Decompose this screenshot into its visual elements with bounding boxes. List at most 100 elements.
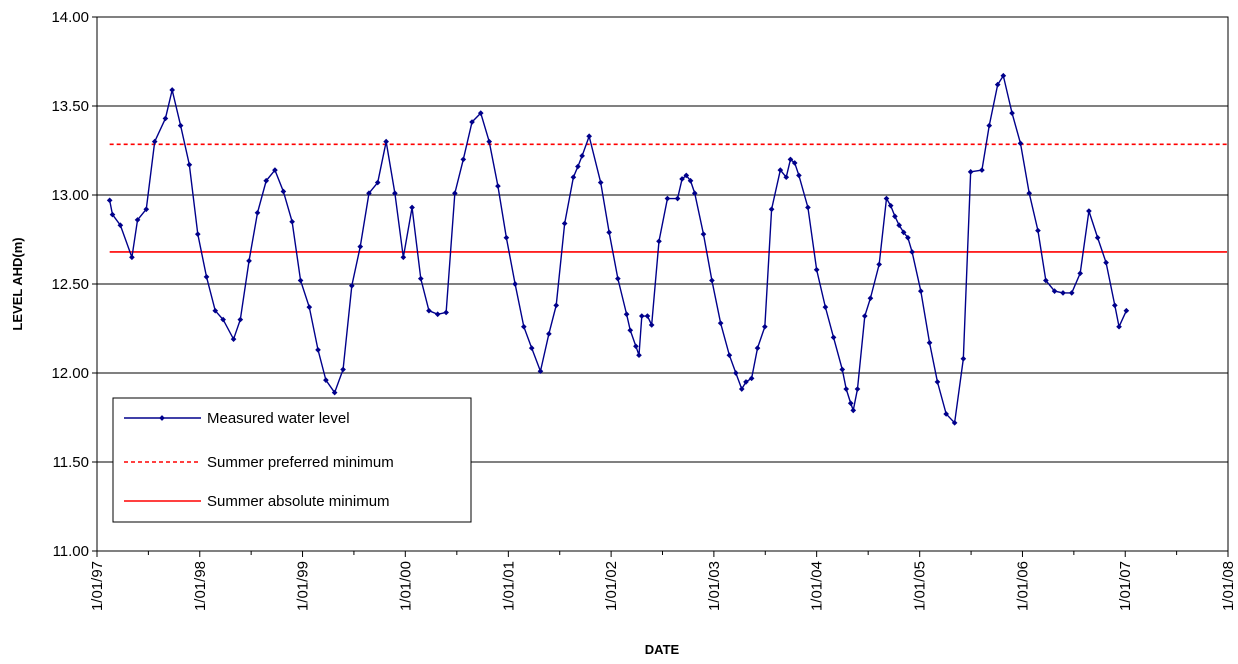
data-point-marker (194, 231, 201, 237)
x-tick-label: 1/01/01 (500, 561, 517, 611)
data-point-marker (254, 209, 261, 216)
data-point-marker (909, 249, 915, 255)
data-point-marker (280, 188, 287, 195)
legend-summer-preferred-minimum-label: Summer preferred minimum (207, 454, 394, 471)
series-layer (106, 72, 1130, 426)
measured-water-level-line (108, 73, 1127, 425)
x-tick-label: 1/01/04 (809, 561, 826, 611)
data-point-marker (1094, 234, 1101, 241)
data-point-marker (709, 277, 715, 284)
y-tick-label: 11.50 (53, 454, 89, 471)
data-point-marker (777, 167, 784, 173)
data-point-marker (460, 156, 467, 163)
data-point-marker (679, 176, 685, 182)
data-point-marker (691, 190, 698, 197)
data-point-marker (717, 320, 724, 326)
y-axis-title: LEVEL AHD(m) (10, 237, 25, 330)
data-point-marker (656, 238, 662, 245)
data-point-marker (162, 115, 169, 122)
x-tick-label: 1/01/97 (89, 561, 106, 611)
y-tick-label: 13.00 (51, 187, 89, 204)
data-point-marker (805, 204, 811, 211)
axis-layer: 11.00 11.50 12.00 12.50 13.00 13.50 14.00 1/01/… (51, 9, 1237, 611)
data-point-marker (537, 368, 544, 375)
data-point-marker (528, 345, 535, 351)
x-tick-label: 1/01/05 (912, 561, 929, 611)
data-point-marker (1060, 290, 1066, 296)
x-axis-title: DATE (645, 642, 680, 657)
x-tick-label: 1/01/03 (706, 561, 723, 611)
data-point-marker (850, 407, 857, 414)
data-point-marker (443, 309, 449, 316)
data-point-marker (409, 204, 415, 211)
data-point-marker (700, 231, 707, 237)
data-point-marker (129, 254, 135, 261)
data-point-marker (839, 366, 846, 373)
data-point-marker (357, 243, 364, 250)
data-point-marker (400, 254, 407, 261)
data-point-marker (315, 347, 321, 353)
data-point-marker (892, 213, 898, 220)
data-point-marker (1086, 208, 1092, 214)
data-point-marker (417, 275, 424, 282)
data-point-marker (186, 161, 193, 168)
data-point-marker (1035, 227, 1041, 234)
data-point-marker (512, 281, 518, 287)
data-point-marker (348, 282, 355, 289)
data-point-marker (943, 411, 949, 417)
data-point-marker (1017, 140, 1024, 147)
data-point-marker (1077, 270, 1084, 277)
y-tick-label: 11.00 (53, 543, 89, 560)
data-point-marker (1068, 290, 1075, 296)
y-tick-label: 13.50 (51, 98, 89, 115)
data-point-marker (477, 110, 484, 116)
x-tick-label: 1/01/00 (397, 561, 414, 611)
data-point-marker (246, 258, 252, 264)
data-point-marker (726, 352, 733, 359)
data-point-marker (586, 133, 592, 140)
data-point-marker (263, 177, 270, 184)
data-point-marker (967, 169, 974, 175)
data-point-marker (883, 195, 890, 202)
data-point-marker (383, 138, 389, 145)
data-point-marker (1043, 277, 1049, 284)
data-point-marker (867, 295, 874, 302)
data-point-marker (768, 206, 775, 213)
data-point-marker (664, 195, 671, 202)
data-point-marker (900, 229, 907, 236)
data-point-marker (553, 302, 560, 309)
data-point-marker (787, 156, 794, 163)
data-point-marker (597, 179, 604, 186)
legend-measured-water-level-marker (159, 415, 165, 421)
x-tick-label: 1/01/07 (1117, 561, 1134, 611)
data-point-marker (813, 266, 820, 273)
data-point-marker (754, 345, 761, 351)
data-point-marker (1000, 72, 1007, 79)
x-tick-label: 1/01/02 (603, 561, 620, 611)
data-point-marker (143, 206, 150, 213)
data-point-marker (289, 218, 295, 225)
data-point-marker (733, 370, 739, 376)
data-point-marker (452, 190, 458, 197)
data-point-marker (237, 316, 244, 323)
data-point-marker (926, 339, 933, 346)
data-point-marker (674, 195, 681, 202)
data-point-marker (392, 190, 398, 197)
legend-summer-absolute-minimum-label: Summer absolute minimum (207, 493, 390, 510)
data-point-marker (854, 386, 861, 392)
data-point-marker (683, 172, 690, 179)
data-point-marker (934, 379, 941, 385)
data-point-marker (905, 234, 911, 241)
y-tick-label: 12.00 (51, 365, 89, 382)
data-point-marker (366, 190, 372, 197)
data-point-marker (606, 229, 612, 236)
data-point-marker (212, 307, 219, 314)
data-point-marker (847, 400, 854, 407)
data-point-marker (546, 331, 552, 337)
data-point-marker (796, 172, 802, 179)
data-point-marker (917, 288, 924, 294)
data-point-marker (791, 160, 798, 166)
data-point-marker (1009, 110, 1015, 116)
